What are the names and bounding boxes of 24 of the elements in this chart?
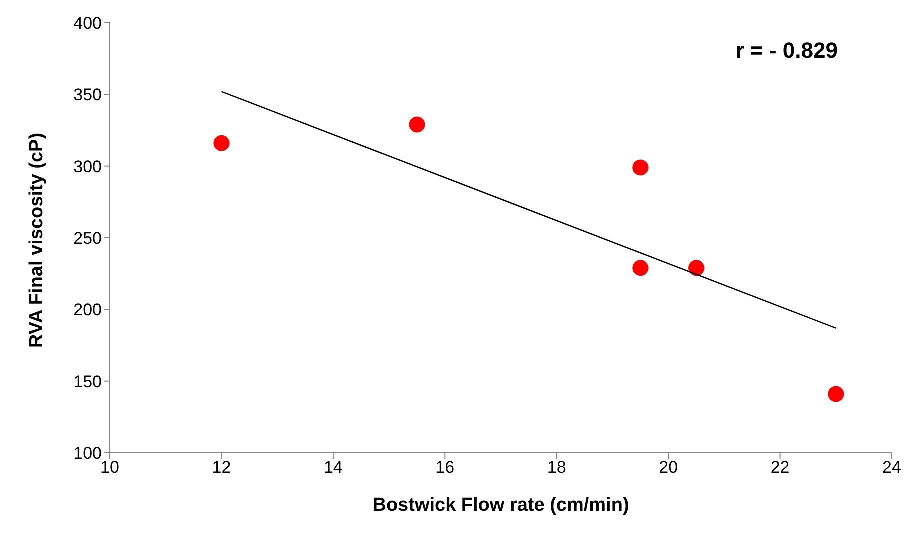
y-tick-label: 150 — [74, 372, 102, 392]
y-axis-title: RVA Final viscosity (cP) — [26, 132, 48, 348]
y-tick-label: 200 — [74, 300, 102, 320]
x-axis-title: Bostwick Flow rate (cm/min) — [372, 495, 630, 516]
y-tick-label: 250 — [74, 229, 102, 248]
y-tick-label: 350 — [74, 86, 102, 105]
y-tick-label: 400 — [74, 14, 102, 34]
point — [214, 135, 230, 152]
x-tick-label: 10 — [100, 458, 120, 478]
x-tick-label: 20 — [659, 458, 678, 478]
point — [688, 260, 704, 276]
y-tick-label: 300 — [74, 157, 102, 176]
point — [632, 260, 649, 276]
x-tick-label: 22 — [770, 458, 790, 478]
x-tick-label: 24 — [882, 458, 902, 478]
point — [632, 160, 649, 176]
point — [828, 386, 844, 402]
x-tick-label: 18 — [547, 458, 566, 478]
x-tick-label: 14 — [324, 458, 343, 478]
x-tick-label: 16 — [436, 458, 455, 478]
annotation: r = - 0.829 — [736, 38, 838, 64]
y-tick-label: 100 — [74, 444, 102, 464]
x-tick-label: 12 — [212, 458, 232, 478]
point — [409, 116, 426, 133]
